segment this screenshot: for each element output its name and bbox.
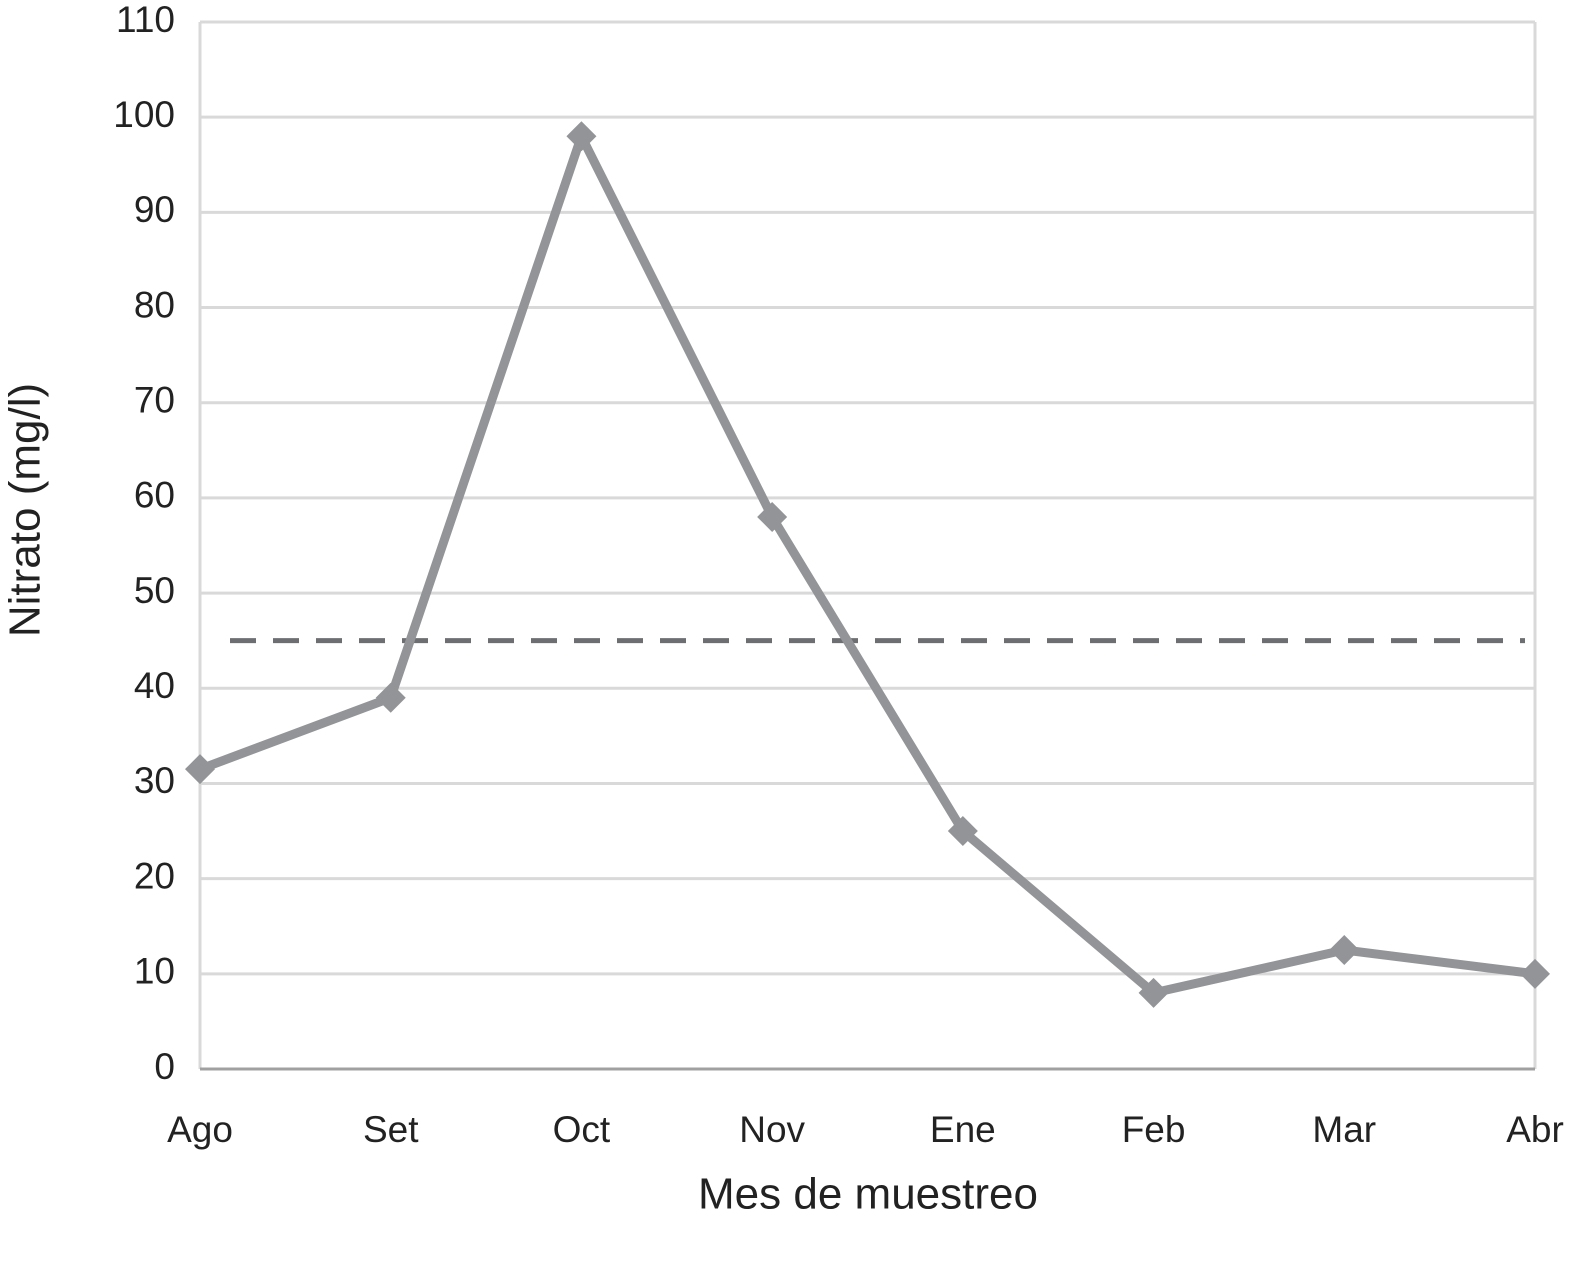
x-tick-label: Feb xyxy=(1122,1109,1186,1150)
y-tick-label: 0 xyxy=(154,1046,175,1087)
data-point xyxy=(566,121,597,152)
data-point xyxy=(185,754,215,785)
data-point xyxy=(1138,977,1169,1008)
y-tick-label: 100 xyxy=(113,94,175,135)
x-tick-label: Set xyxy=(363,1109,419,1150)
y-tick-label: 40 xyxy=(134,665,175,706)
y-tick-label: 90 xyxy=(134,189,175,230)
y-axis-title: Nitrato (mg/l) xyxy=(1,383,50,637)
data-line xyxy=(198,131,1536,998)
y-tick-label: 70 xyxy=(134,380,175,421)
x-tick-label: Mar xyxy=(1312,1109,1376,1150)
y-tick-label: 60 xyxy=(134,475,175,516)
x-tick-label: Ago xyxy=(167,1109,233,1150)
x-tick-label: Oct xyxy=(553,1109,611,1150)
data-point xyxy=(1520,958,1550,989)
y-tick-label: 110 xyxy=(116,0,175,40)
data-point xyxy=(757,501,788,532)
y-tick-label: 20 xyxy=(134,855,175,896)
data-point xyxy=(1329,935,1360,966)
data-point xyxy=(375,682,406,713)
x-tick-label: Nov xyxy=(739,1109,805,1150)
y-tick-label: 10 xyxy=(134,951,175,992)
x-tick-label: Abr xyxy=(1506,1109,1564,1150)
x-axis-title: Mes de muestreo xyxy=(698,1170,1038,1219)
y-tick-label: 50 xyxy=(134,570,175,611)
y-tick-label: 30 xyxy=(134,760,175,801)
x-tick-label: Ene xyxy=(930,1109,996,1150)
y-tick-label: 80 xyxy=(134,284,175,325)
data-point xyxy=(947,816,978,847)
